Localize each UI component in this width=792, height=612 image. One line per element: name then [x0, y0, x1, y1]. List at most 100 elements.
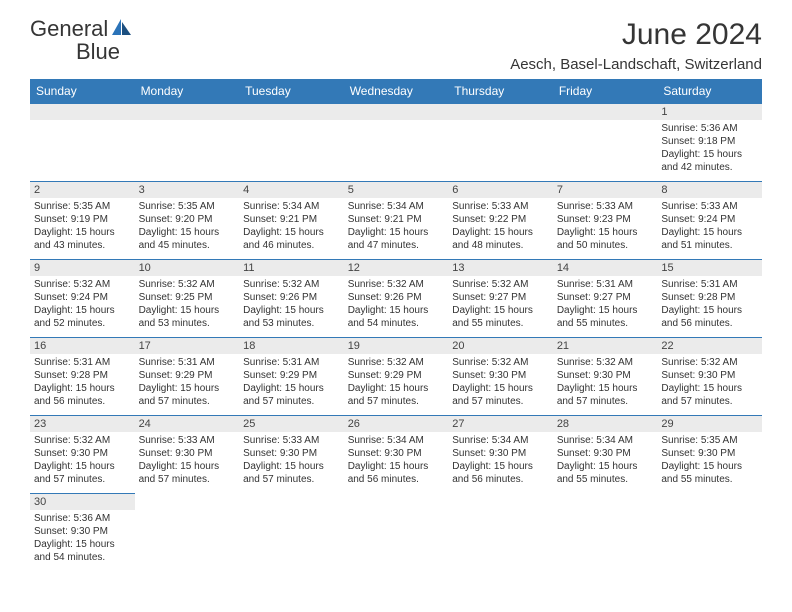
day-detail-line: Sunrise: 5:34 AM	[557, 434, 654, 447]
calendar-cell	[657, 494, 762, 572]
day-detail-line: Sunset: 9:23 PM	[557, 213, 654, 226]
day-detail-line: Daylight: 15 hours	[139, 226, 236, 239]
day-detail-line: Daylight: 15 hours	[139, 382, 236, 395]
day-detail-line: Daylight: 15 hours	[452, 460, 549, 473]
calendar-cell: 6Sunrise: 5:33 AMSunset: 9:22 PMDaylight…	[448, 182, 553, 260]
day-detail-line: and 56 minutes.	[348, 473, 445, 486]
day-details: Sunrise: 5:34 AMSunset: 9:21 PMDaylight:…	[239, 198, 344, 255]
day-detail-line: Sunset: 9:30 PM	[557, 369, 654, 382]
day-detail-line: Daylight: 15 hours	[661, 382, 758, 395]
calendar-cell: 28Sunrise: 5:34 AMSunset: 9:30 PMDayligh…	[553, 416, 658, 494]
day-detail-line: Sunrise: 5:33 AM	[557, 200, 654, 213]
day-detail-line: Sunset: 9:30 PM	[243, 447, 340, 460]
calendar-cell: 2Sunrise: 5:35 AMSunset: 9:19 PMDaylight…	[30, 182, 135, 260]
day-details: Sunrise: 5:32 AMSunset: 9:29 PMDaylight:…	[344, 354, 449, 411]
calendar-cell: 20Sunrise: 5:32 AMSunset: 9:30 PMDayligh…	[448, 338, 553, 416]
calendar-cell	[135, 104, 240, 182]
day-detail-line: Sunrise: 5:32 AM	[139, 278, 236, 291]
empty-day-header	[239, 104, 344, 120]
empty-day-header	[135, 104, 240, 120]
calendar-cell: 29Sunrise: 5:35 AMSunset: 9:30 PMDayligh…	[657, 416, 762, 494]
calendar-row: 23Sunrise: 5:32 AMSunset: 9:30 PMDayligh…	[30, 416, 762, 494]
day-detail-line: Sunset: 9:21 PM	[348, 213, 445, 226]
day-detail-line: Daylight: 15 hours	[557, 226, 654, 239]
day-details: Sunrise: 5:35 AMSunset: 9:20 PMDaylight:…	[135, 198, 240, 255]
day-number: 23	[30, 416, 135, 432]
empty-day-header	[553, 104, 658, 120]
day-detail-line: and 57 minutes.	[139, 473, 236, 486]
day-number: 12	[344, 260, 449, 276]
calendar-cell: 27Sunrise: 5:34 AMSunset: 9:30 PMDayligh…	[448, 416, 553, 494]
page-header: General Blue June 2024 Aesch, Basel-Land…	[30, 18, 762, 73]
day-detail-line: and 55 minutes.	[557, 317, 654, 330]
day-detail-line: Sunrise: 5:32 AM	[661, 356, 758, 369]
day-detail-line: and 53 minutes.	[139, 317, 236, 330]
calendar-row: 16Sunrise: 5:31 AMSunset: 9:28 PMDayligh…	[30, 338, 762, 416]
day-number: 3	[135, 182, 240, 198]
day-detail-line: Sunrise: 5:33 AM	[243, 434, 340, 447]
day-number: 24	[135, 416, 240, 432]
calendar-cell	[448, 104, 553, 182]
day-detail-line: Daylight: 15 hours	[557, 304, 654, 317]
calendar-cell: 3Sunrise: 5:35 AMSunset: 9:20 PMDaylight…	[135, 182, 240, 260]
day-number: 8	[657, 182, 762, 198]
day-detail-line: Sunrise: 5:32 AM	[34, 278, 131, 291]
day-detail-line: Sunrise: 5:31 AM	[34, 356, 131, 369]
calendar-cell: 11Sunrise: 5:32 AMSunset: 9:26 PMDayligh…	[239, 260, 344, 338]
day-detail-line: and 45 minutes.	[139, 239, 236, 252]
day-detail-line: Sunrise: 5:32 AM	[348, 278, 445, 291]
calendar-cell: 22Sunrise: 5:32 AMSunset: 9:30 PMDayligh…	[657, 338, 762, 416]
day-number: 27	[448, 416, 553, 432]
day-detail-line: and 52 minutes.	[34, 317, 131, 330]
day-detail-line: and 47 minutes.	[348, 239, 445, 252]
day-detail-line: Sunset: 9:29 PM	[243, 369, 340, 382]
calendar-cell: 9Sunrise: 5:32 AMSunset: 9:24 PMDaylight…	[30, 260, 135, 338]
day-detail-line: Sunset: 9:26 PM	[348, 291, 445, 304]
day-detail-line: Sunset: 9:30 PM	[348, 447, 445, 460]
weekday-header: Sunday	[30, 79, 135, 104]
weekday-header: Tuesday	[239, 79, 344, 104]
calendar-cell: 26Sunrise: 5:34 AMSunset: 9:30 PMDayligh…	[344, 416, 449, 494]
day-number: 20	[448, 338, 553, 354]
day-detail-line: Daylight: 15 hours	[452, 382, 549, 395]
weekday-header: Saturday	[657, 79, 762, 104]
day-details: Sunrise: 5:33 AMSunset: 9:30 PMDaylight:…	[135, 432, 240, 489]
calendar-cell: 21Sunrise: 5:32 AMSunset: 9:30 PMDayligh…	[553, 338, 658, 416]
day-detail-line: Sunset: 9:22 PM	[452, 213, 549, 226]
day-detail-line: Sunrise: 5:33 AM	[139, 434, 236, 447]
day-number: 7	[553, 182, 658, 198]
day-detail-line: Sunset: 9:30 PM	[139, 447, 236, 460]
calendar-cell	[239, 104, 344, 182]
day-detail-line: Sunset: 9:28 PM	[34, 369, 131, 382]
day-detail-line: Sunset: 9:30 PM	[34, 525, 131, 538]
day-detail-line: and 53 minutes.	[243, 317, 340, 330]
day-detail-line: Sunset: 9:30 PM	[34, 447, 131, 460]
title-block: June 2024 Aesch, Basel-Landschaft, Switz…	[510, 18, 762, 73]
day-detail-line: Daylight: 15 hours	[34, 538, 131, 551]
day-detail-line: Sunset: 9:27 PM	[557, 291, 654, 304]
day-details: Sunrise: 5:36 AMSunset: 9:18 PMDaylight:…	[657, 120, 762, 177]
day-number: 2	[30, 182, 135, 198]
day-detail-line: Daylight: 15 hours	[243, 304, 340, 317]
brand-text-1: General	[30, 16, 108, 41]
day-detail-line: and 42 minutes.	[661, 161, 758, 174]
weekday-header: Thursday	[448, 79, 553, 104]
day-details: Sunrise: 5:34 AMSunset: 9:21 PMDaylight:…	[344, 198, 449, 255]
day-number: 15	[657, 260, 762, 276]
day-detail-line: and 57 minutes.	[557, 395, 654, 408]
day-details: Sunrise: 5:31 AMSunset: 9:27 PMDaylight:…	[553, 276, 658, 333]
day-number: 13	[448, 260, 553, 276]
day-number: 4	[239, 182, 344, 198]
day-number: 18	[239, 338, 344, 354]
day-detail-line: Sunrise: 5:31 AM	[661, 278, 758, 291]
day-detail-line: Sunset: 9:30 PM	[557, 447, 654, 460]
location-text: Aesch, Basel-Landschaft, Switzerland	[510, 56, 762, 73]
day-detail-line: Daylight: 15 hours	[661, 226, 758, 239]
day-detail-line: Sunset: 9:30 PM	[661, 447, 758, 460]
calendar-cell: 14Sunrise: 5:31 AMSunset: 9:27 PMDayligh…	[553, 260, 658, 338]
day-detail-line: Sunrise: 5:32 AM	[557, 356, 654, 369]
calendar-row: 2Sunrise: 5:35 AMSunset: 9:19 PMDaylight…	[30, 182, 762, 260]
day-detail-line: and 57 minutes.	[348, 395, 445, 408]
day-details: Sunrise: 5:36 AMSunset: 9:30 PMDaylight:…	[30, 510, 135, 567]
day-detail-line: Sunrise: 5:34 AM	[348, 434, 445, 447]
